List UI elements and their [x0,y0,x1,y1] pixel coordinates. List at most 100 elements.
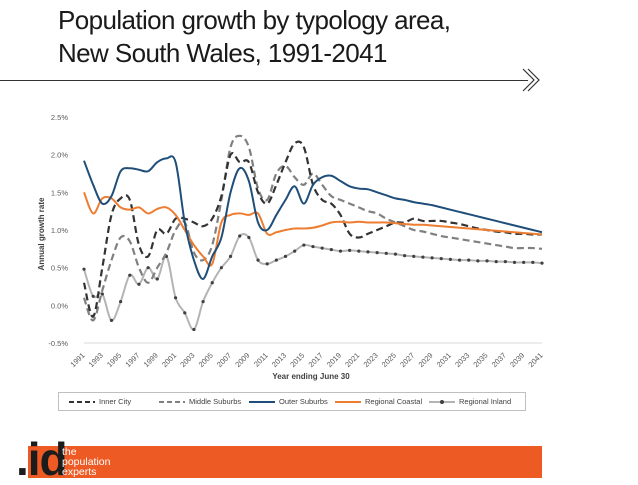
id-logo-mark: .id [16,433,68,485]
data-point-regional-inland [119,299,123,304]
x-tick-label: 2011 [252,351,270,369]
legend-swatch [69,400,95,403]
x-tick-label: 1991 [68,351,86,369]
data-point-regional-inland [357,249,361,253]
x-tick-label: 2019 [325,351,343,369]
y-tick-label: -0.5% [48,339,68,348]
data-point-regional-inland [137,282,141,286]
y-tick-label: 1.0% [51,226,68,235]
legend-label: Middle Suburbs [189,397,242,406]
data-point-regional-inland [155,277,159,281]
data-point-regional-inland [293,249,297,253]
data-point-regional-inland [448,257,452,261]
legend-label: Regional Inland [459,397,512,406]
x-tick-label: 2027 [398,351,416,369]
legend-item: Middle Suburbs [159,393,241,410]
data-point-regional-inland [421,255,425,259]
x-tick-label: 2003 [178,351,196,369]
legend-swatch [429,399,455,404]
x-tick-label: 2009 [233,351,251,369]
double-chevron-right-icon [522,68,540,92]
data-point-regional-inland [146,266,150,270]
data-point-regional-inland [338,249,343,253]
data-point-regional-inland [329,247,333,252]
legend-item: Regional Coastal [335,393,422,410]
legend-label: Outer Suburbs [279,397,328,406]
data-point-regional-inland [238,234,242,238]
data-point-regional-inland [412,254,416,258]
data-point-regional-inland [467,258,471,262]
y-tick-label: 0.5% [51,264,68,273]
data-point-regional-inland [247,235,251,240]
chart-legend: Inner City Middle Suburbs Outer Suburbs Reg… [58,392,526,411]
data-point-regional-inland [522,260,526,264]
data-point-regional-inland [183,311,187,315]
x-tick-label: 2041 [526,351,544,369]
y-tick-label: 1.5% [51,188,68,197]
legend-item: Regional Inland [429,393,511,410]
x-tick-label: 1997 [123,351,141,369]
data-point-regional-inland [302,243,306,247]
x-tick-label: 2039 [508,351,526,369]
data-point-regional-inland [210,281,214,285]
x-tick-label: 2031 [435,351,453,369]
data-point-regional-inland [403,254,407,258]
x-tick-label: 1999 [142,351,160,369]
y-tick-label: 2.5% [51,113,68,122]
legend-swatch [335,400,361,403]
data-point-regional-inland [91,294,95,298]
data-point-regional-inland [494,260,498,264]
data-point-regional-inland [100,292,104,296]
x-tick-label: 2035 [471,351,489,369]
data-point-regional-inland [430,256,434,260]
page-title-line-1: Population growth by typology area, [58,5,451,35]
data-point-regional-inland [485,259,489,263]
x-tick-label: 2015 [288,351,306,369]
data-point-regional-inland [531,260,535,264]
data-point-regional-inland [348,248,352,252]
page-title-line-2: New South Wales, 1991-2041 [58,38,387,68]
data-point-regional-inland [393,252,398,256]
data-point-regional-inland [219,266,223,270]
legend-item: Inner City [69,393,131,410]
data-point-regional-inland [228,254,233,258]
x-tick-label: 2007 [215,351,233,369]
x-tick-label: 2001 [160,351,178,369]
data-point-regional-inland [128,273,132,277]
x-tick-label: 2017 [307,351,325,369]
data-point-regional-inland [366,250,370,254]
series-line-outer-suburbs [83,155,543,280]
legend-item: Outer Suburbs [249,393,328,410]
series-line-regional-coastal [83,191,543,267]
x-tick-label: 1993 [87,351,105,369]
data-point-regional-inland [174,296,178,300]
x-tick-label: 2005 [197,351,215,369]
title-divider [0,80,528,81]
data-point-regional-inland [384,251,388,255]
x-tick-label: 2021 [343,351,361,369]
y-tick-label: 0.0% [51,301,68,310]
page-title: Population growth by typology area, New … [58,4,451,70]
logo-tagline-line-2: population [62,456,111,468]
x-tick-label: 2029 [417,351,435,369]
y-tick-label: 2.0% [51,151,68,160]
data-point-regional-inland [503,260,507,264]
data-point-regional-inland [457,258,462,262]
data-point-regional-inland [512,260,517,264]
data-point-regional-inland [256,258,260,262]
data-point-regional-inland [320,246,324,250]
data-point-regional-inland [439,257,443,261]
data-point-regional-inland [476,259,480,263]
x-tick-label: 2013 [270,351,288,369]
x-tick-label: 2037 [490,351,508,369]
x-tick-label: 2025 [380,351,398,369]
data-point-regional-inland [192,327,196,332]
logo-tagline-line-3: experts [62,466,97,478]
data-point-regional-inland [375,251,379,255]
x-tick-label: 2033 [453,351,471,369]
data-point-regional-inland [311,244,315,249]
x-axis-title: Year ending June 30 [272,372,350,381]
x-tick-label: 2023 [362,351,380,369]
legend-label: Regional Coastal [365,397,423,406]
